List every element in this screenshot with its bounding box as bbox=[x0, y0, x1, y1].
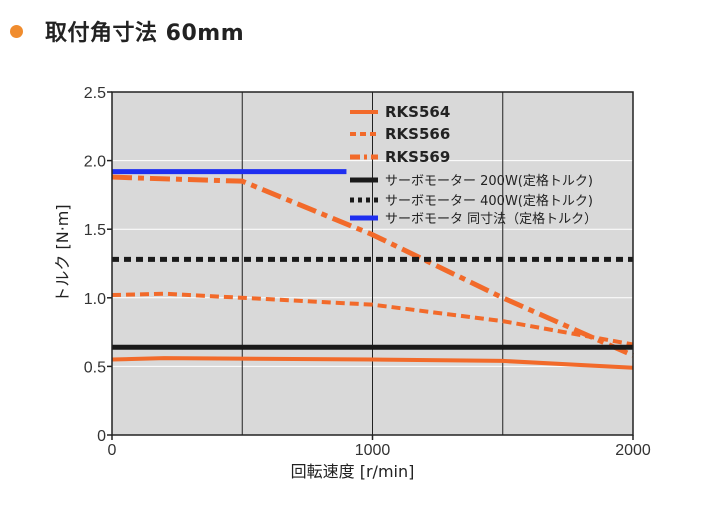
legend-label-3: RKS569 bbox=[385, 148, 450, 166]
legend-label-5: サーボモーター 400W(定格トルク) bbox=[385, 193, 593, 209]
legend-label-6: サーボモータ 同寸法（定格トルク） bbox=[385, 211, 597, 227]
legend-label-4: サーボモーター 200W(定格トルク) bbox=[385, 173, 593, 189]
y-tick-label: 1.0 bbox=[84, 291, 106, 308]
legend-label-2: RKS566 bbox=[385, 125, 450, 143]
y-tick-label: 0.5 bbox=[84, 359, 106, 376]
y-axis-title: トルク [N·m] bbox=[53, 204, 72, 302]
section-heading: 取付角寸法 60mm bbox=[10, 14, 244, 48]
x-tick-label: 0 bbox=[108, 442, 117, 459]
x-axis-title: 回転速度 [r/min] bbox=[291, 462, 415, 481]
y-tick-label: 0 bbox=[97, 428, 106, 445]
series-line-2 bbox=[111, 291, 634, 347]
x-tick-label: 1000 bbox=[355, 442, 391, 459]
y-tick-label: 2.5 bbox=[84, 85, 106, 102]
legend-label-1: RKS564 bbox=[385, 103, 450, 121]
series-line-1 bbox=[111, 356, 634, 370]
y-tick-label: 2.0 bbox=[84, 154, 106, 171]
y-tick-label: 1.5 bbox=[84, 222, 106, 239]
section-title: 取付角寸法 60mm bbox=[45, 21, 245, 46]
x-tick-label: 2000 bbox=[615, 442, 651, 459]
bullet-icon bbox=[10, 24, 23, 38]
series-line-3 bbox=[111, 174, 635, 358]
